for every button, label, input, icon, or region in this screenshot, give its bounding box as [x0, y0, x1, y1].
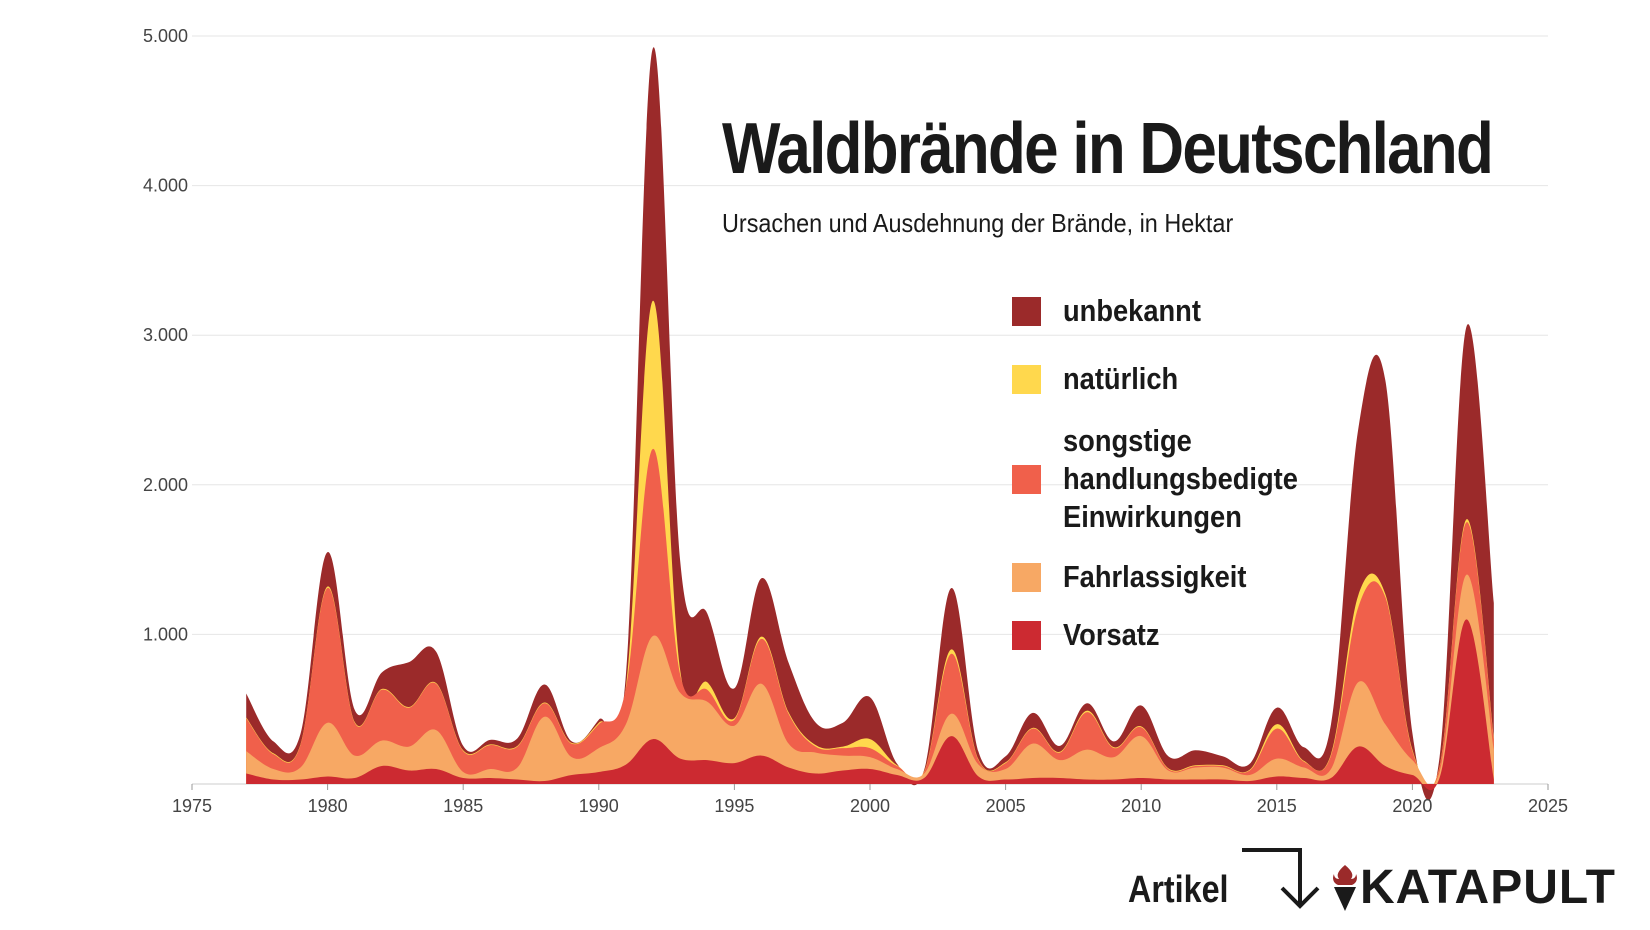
area-series-vorsatz [246, 619, 1494, 791]
legend-swatch-vorsatz [1012, 620, 1041, 650]
tick-layer: 1.000 2.000 3.000 4.000 5.000 1975 1980 1985 199… [143, 26, 1568, 816]
y-tick-label: 1.000 [143, 624, 188, 644]
legend-item-sonstige: songstige handlungsbedigte Einwirkungen [1012, 422, 1302, 536]
torch-icon [1333, 864, 1357, 911]
legend-item-unbekannt: unbekannt [1012, 292, 1302, 330]
legend-swatch-unbekannt [1012, 296, 1041, 326]
legend-swatch-fahrlaessigkeit [1012, 562, 1041, 592]
x-tick-label: 1980 [308, 796, 348, 816]
chart-subtitle: Ursachen und Ausdehnung der Brände, in H… [722, 208, 1234, 238]
y-tick-label: 3.000 [143, 325, 188, 345]
legend-item-natuerlich: natürlich [1012, 360, 1302, 398]
legend-label-fahrlaessigkeit: Fahrlassigkeit [1063, 559, 1247, 594]
x-tick-label: 1995 [714, 796, 754, 816]
x-tick-label: 2020 [1392, 796, 1432, 816]
y-tick-label: 4.000 [143, 176, 188, 196]
area-layer [246, 47, 1494, 801]
x-tick-label: 1975 [172, 796, 212, 816]
x-tick-label: 1985 [443, 796, 483, 816]
y-tick-label: 5.000 [143, 26, 188, 46]
artikel-label: Artikel [1128, 869, 1229, 911]
legend-label-unbekannt: unbekannt [1063, 293, 1201, 328]
logo-text: KATAPULT [1360, 861, 1616, 914]
legend-label-vorsatz: Vorsatz [1063, 617, 1160, 652]
x-tick-label: 1990 [579, 796, 619, 816]
x-tick-label: 2025 [1528, 796, 1568, 816]
legend-label-sonstige: songstige handlungsbedigte Einwirkungen [1063, 423, 1298, 534]
legend-swatch-natuerlich [1012, 364, 1041, 394]
chart-title: Waldbrände in Deutschland [722, 109, 1494, 189]
x-tick-label: 2000 [850, 796, 890, 816]
legend-swatch-sonstige [1012, 464, 1041, 494]
y-tick-label: 2.000 [143, 475, 188, 495]
legend: unbekannt natürlich songstige handlungsb… [1012, 292, 1302, 674]
katapult-logo: KATAPULT [1330, 860, 1616, 915]
artikel-link[interactable]: Artikel [1128, 846, 1328, 912]
legend-item-vorsatz: Vorsatz [1012, 616, 1302, 654]
x-tick-label: 2005 [986, 796, 1026, 816]
legend-label-natuerlich: natürlich [1063, 361, 1179, 396]
x-tick-label: 2010 [1121, 796, 1161, 816]
x-tick-label: 2015 [1257, 796, 1297, 816]
legend-item-fahrlaessigkeit: Fahrlassigkeit [1012, 558, 1302, 596]
arrow-down-corner-icon [1242, 848, 1320, 909]
